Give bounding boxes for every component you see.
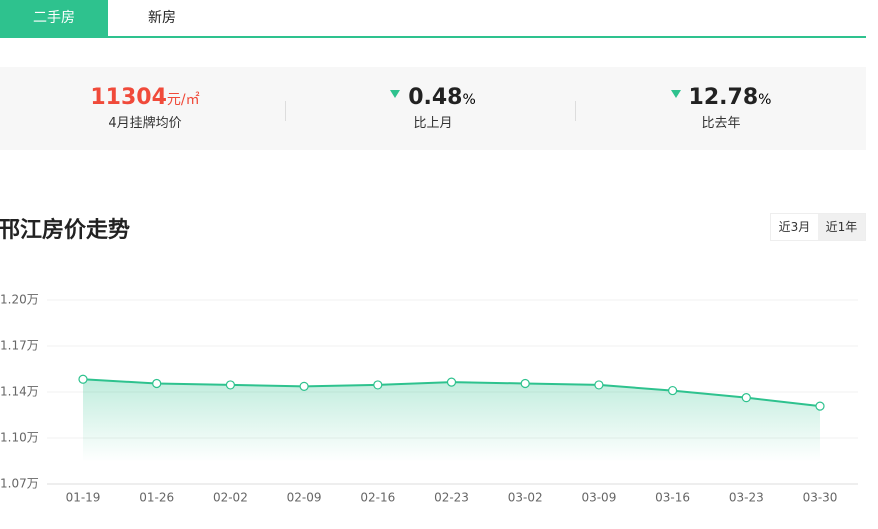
y-tick-label: 1.07万 — [0, 477, 39, 491]
point — [815, 401, 825, 411]
point — [373, 380, 383, 390]
range-button[interactable]: 近3月 — [778, 220, 811, 234]
point — [667, 385, 678, 396]
point — [520, 378, 530, 389]
x-tick-label: 02-23 — [434, 491, 469, 505]
stat-label: 比上月 — [413, 116, 453, 131]
y-tick-label: 1.10万 — [0, 431, 39, 445]
point — [299, 381, 309, 391]
y-tick-label: 1.14万 — [0, 385, 39, 399]
x-tick-label: 03-23 — [729, 491, 764, 505]
x-tick-label: 03-30 — [803, 491, 838, 505]
chart: 1.07万 1.10万 1.14万 1.17万 1.20万 01-19 01-26 02-02… — [0, 293, 858, 505]
y-tick-label: 1.20万 — [0, 293, 39, 307]
range-switch: 近3月 近1年 — [770, 213, 866, 241]
x-tick-label: 03-02 — [508, 491, 543, 505]
stat-label: 4月挂牌均价 — [108, 116, 182, 131]
point — [152, 378, 162, 389]
stat-unit: 元/㎡ — [166, 92, 200, 108]
stat: 0.48% 比上月 — [288, 85, 578, 131]
x-tick-label: 02-16 — [360, 491, 395, 505]
down-icon — [390, 90, 401, 98]
stat-unit: % — [758, 92, 772, 108]
down-icon — [670, 90, 681, 98]
point — [78, 374, 88, 384]
stat-value: 12.78 — [688, 85, 759, 110]
stat-label: 比去年 — [701, 116, 741, 131]
x-tick-label: 02-09 — [287, 491, 322, 505]
stat: 11304元/㎡ 4月挂牌均价 — [0, 85, 290, 131]
stat-unit: % — [462, 92, 476, 108]
point — [594, 380, 604, 390]
point — [741, 393, 751, 403]
x-tick-label: 01-26 — [139, 491, 174, 505]
x-tick-label: 03-09 — [581, 491, 616, 505]
separator — [575, 101, 576, 121]
point — [446, 377, 457, 387]
x-tick-label: 02-02 — [213, 491, 248, 505]
area — [83, 379, 820, 462]
stat-value: 11304 — [90, 85, 167, 110]
tab[interactable]: 二手房 — [0, 0, 108, 36]
tab-bar: 二手房 新房 — [0, 0, 866, 38]
separator — [285, 101, 286, 121]
point — [225, 380, 235, 390]
stats-panel: 11304元/㎡ 4月挂牌均价 0.48% 比上月 12.78% 比去年 — [0, 67, 866, 150]
tab[interactable]: 新房 — [148, 10, 176, 26]
x-tick-label: 01-19 — [66, 491, 101, 505]
stat: 12.78% 比去年 — [576, 85, 866, 131]
range-button[interactable]: 近1年 — [818, 214, 865, 240]
x-tick-label: 03-16 — [655, 491, 690, 505]
y-tick-label: 1.17万 — [0, 339, 39, 353]
stat-value: 0.48 — [408, 85, 463, 110]
chart-title: 邗江房价走势 — [0, 218, 131, 243]
